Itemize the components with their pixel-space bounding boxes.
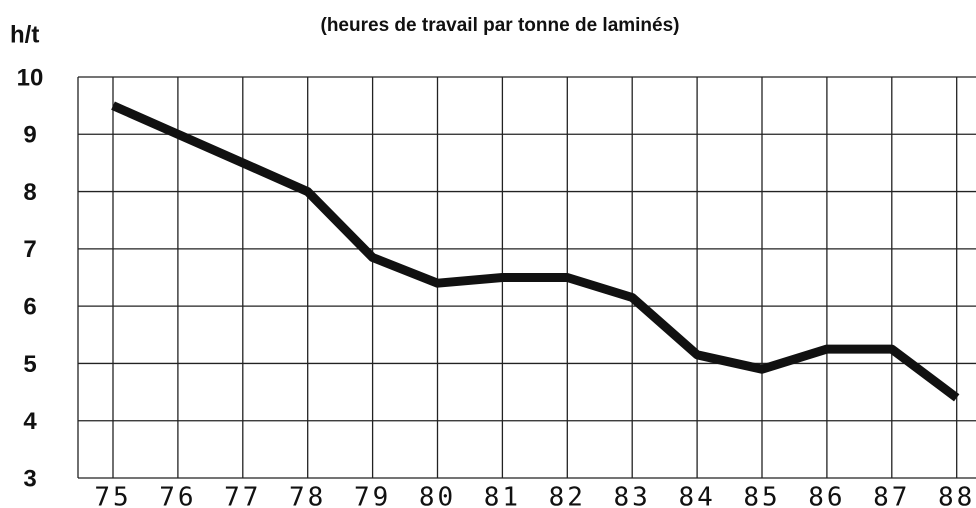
x-tick-label: 82	[549, 483, 586, 508]
y-tick-label: 6	[23, 293, 36, 320]
x-tick-label: 84	[678, 483, 715, 508]
data-line	[111, 101, 960, 402]
y-tick-label: 8	[23, 179, 36, 206]
x-tick-label: 88	[938, 483, 975, 508]
x-tick-label: 76	[159, 483, 196, 508]
x-tick-label: 86	[808, 483, 845, 508]
x-tick-label: 77	[224, 483, 261, 508]
x-tick-label: 87	[873, 483, 910, 508]
chart-title: (heures de travail par tonne de laminés)	[321, 15, 680, 36]
y-tick-label: 7	[23, 236, 36, 263]
x-tick-label: 81	[484, 483, 521, 508]
x-tick-label: 85	[743, 483, 780, 508]
y-tick-label: 5	[23, 351, 36, 378]
x-tick-label: 80	[419, 483, 456, 508]
y-tick-label: 3	[23, 465, 36, 492]
x-tick-label: 78	[289, 483, 326, 508]
y-tick-label: 10	[17, 64, 44, 91]
y-tick-label: 4	[23, 408, 37, 435]
y-tick-label: 9	[23, 122, 36, 149]
x-tick-label: 83	[614, 483, 651, 508]
x-tick-label: 79	[354, 483, 391, 508]
y-axis-label: h/t	[10, 21, 39, 48]
x-tick-label: 75	[94, 483, 131, 508]
